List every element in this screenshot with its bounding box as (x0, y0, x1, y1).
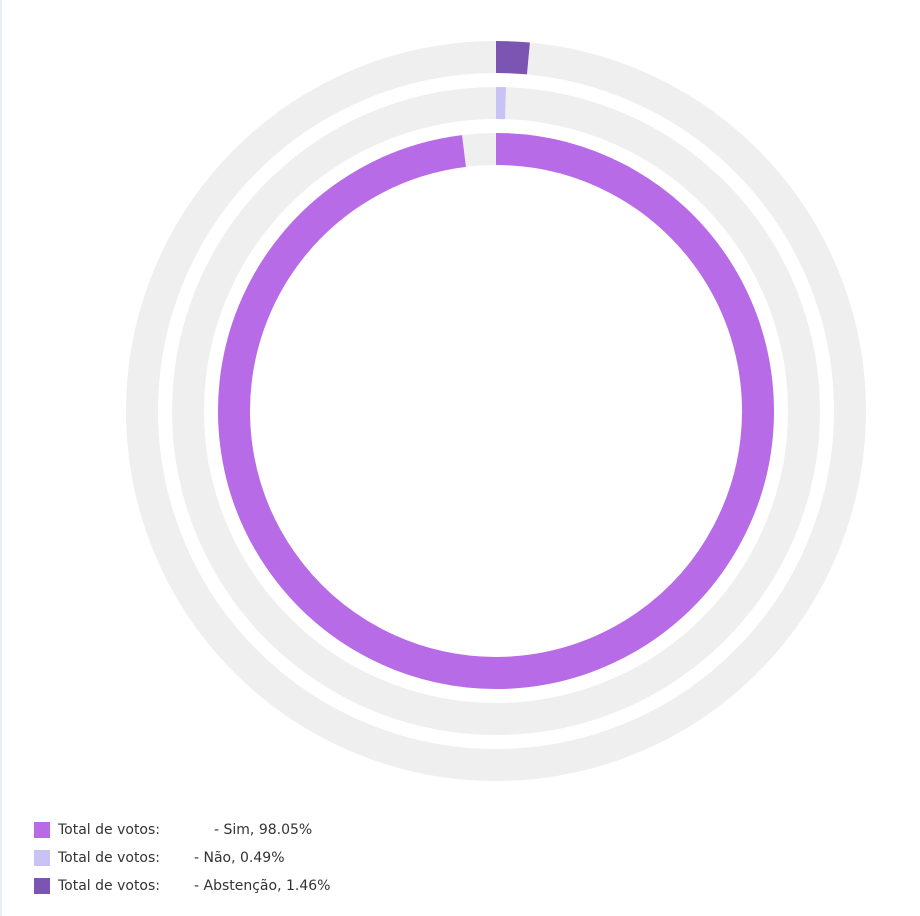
legend-series-name: Total de votos: (58, 878, 161, 894)
legend-category-label: - Abstenção, 1.46% (194, 878, 331, 894)
legend-category-label: - Não, 0.49% (194, 850, 285, 866)
legend-swatch-abstencao (34, 878, 50, 894)
ring-abstencao-arc[interactable] (495, 41, 530, 75)
legend-series-name: Total de votos: (58, 822, 161, 838)
ring-sim-arc[interactable] (218, 133, 774, 689)
concentric-ring-chart (126, 41, 866, 781)
legend-category-label: - Sim, 98.05% (214, 822, 313, 838)
ring-nao-track (172, 87, 820, 735)
legend-series-name: Total de votos: (58, 850, 161, 866)
legend-swatch-nao (34, 850, 50, 866)
left-border (0, 0, 2, 916)
legend-swatch-sim (34, 822, 50, 838)
